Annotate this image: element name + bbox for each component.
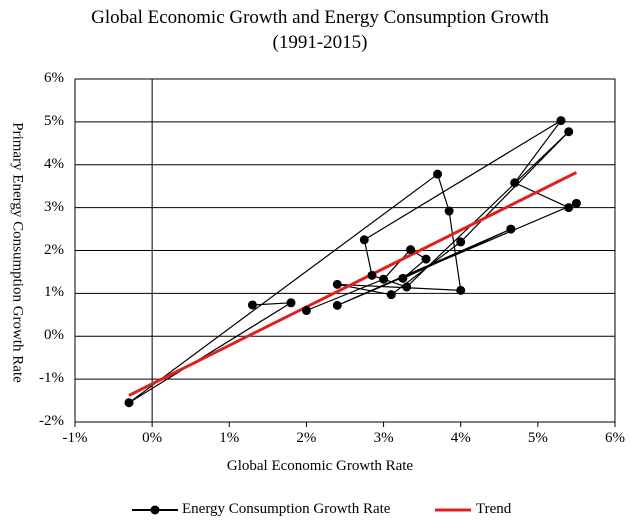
data-point <box>564 127 574 137</box>
data-point <box>402 282 412 292</box>
x-tick-label: 3% <box>373 430 394 446</box>
chart-title: Global Economic Growth and Energy Consum… <box>91 7 549 28</box>
data-point <box>367 270 377 280</box>
energy-series-line <box>128 120 577 404</box>
y-tick-label: -1% <box>39 370 64 387</box>
legend-marker-energy <box>132 505 178 514</box>
data-point <box>332 279 342 289</box>
legend-label-energy: Energy Consumption Growth Rate <box>182 501 391 517</box>
y-tick-label: 6% <box>44 70 64 86</box>
data-point <box>398 273 408 283</box>
y-tick-label: -2% <box>39 413 64 429</box>
trend-line <box>128 171 578 397</box>
x-axis-label: Global Economic Growth Rate <box>226 458 414 474</box>
data-point <box>506 224 516 234</box>
y-tick-label: 5% <box>44 112 64 129</box>
data-point <box>556 116 566 126</box>
y-axis-label: Primary Energy Consumption Growth Rate <box>9 122 26 383</box>
data-point <box>286 298 296 308</box>
y-tick-label: 2% <box>44 241 64 258</box>
x-tick-label: 6% <box>605 430 625 446</box>
legend-marker-trend <box>435 508 471 511</box>
x-tick-label: 2% <box>296 430 317 446</box>
data-point <box>379 274 389 284</box>
data-point <box>444 206 454 216</box>
x-tick-label: -1% <box>62 430 88 446</box>
legend-item-energy: Energy Consumption Growth Rate <box>130 501 390 518</box>
data-point <box>332 300 342 310</box>
chart-legend: Energy Consumption Growth Rate Trend <box>0 501 640 527</box>
data-point <box>386 290 396 300</box>
data-point <box>247 300 257 310</box>
x-tick-label: 5% <box>527 430 548 446</box>
data-point <box>124 398 134 408</box>
data-point <box>564 203 574 213</box>
data-point <box>359 235 369 245</box>
y-tick-label: 3% <box>44 198 64 215</box>
y-tick-label: 0% <box>44 327 64 344</box>
y-tick-label: 1% <box>44 284 64 301</box>
x-tick-label: 0% <box>142 430 163 446</box>
data-point <box>433 169 443 179</box>
data-point <box>456 237 466 247</box>
data-point <box>406 245 416 255</box>
x-tick-label: 4% <box>450 430 471 446</box>
data-point <box>301 306 311 316</box>
data-point <box>510 178 520 188</box>
x-tick-label: 1% <box>219 430 240 446</box>
data-point <box>421 254 431 264</box>
data-point <box>456 285 466 295</box>
legend-label-trend: Trend <box>476 501 512 517</box>
chart-subtitle: (1991-2015) <box>272 32 368 53</box>
y-tick-label: 4% <box>44 155 64 172</box>
data-point <box>571 198 581 208</box>
legend-item-trend: Trend <box>433 501 511 518</box>
